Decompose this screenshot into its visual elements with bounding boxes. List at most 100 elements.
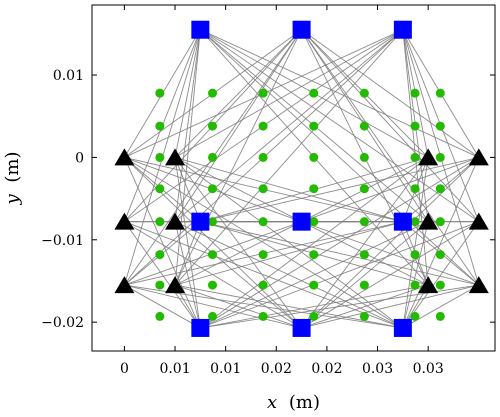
circle-marker — [435, 280, 445, 290]
y-tick-label: −0.01 — [41, 233, 84, 249]
square-marker — [191, 20, 210, 39]
edge-line — [174, 221, 201, 286]
circle-marker — [207, 250, 217, 260]
triangle-marker — [114, 148, 135, 166]
circle-marker — [410, 280, 420, 290]
square-marker-group — [191, 20, 412, 337]
x-tick-label: 0.03 — [413, 361, 444, 377]
circle-marker — [410, 121, 420, 131]
circle-marker — [410, 250, 420, 260]
circle-marker — [309, 250, 319, 260]
circle-marker — [359, 311, 369, 321]
edge-line — [200, 156, 479, 223]
edge-line — [174, 29, 404, 158]
square-marker — [191, 318, 210, 337]
edge-line — [200, 221, 479, 286]
triangle-marker-group — [114, 148, 489, 294]
edge-line — [301, 221, 429, 329]
circle-marker — [155, 311, 165, 321]
circle-marker — [410, 152, 420, 162]
x-tick-label: 0.03 — [362, 361, 393, 377]
circle-marker — [359, 152, 369, 162]
x-axis-label: x (m) — [267, 392, 320, 413]
edge-line — [301, 29, 480, 286]
x-tick-label: 0.01 — [159, 361, 190, 377]
circle-marker — [435, 121, 445, 131]
edge-line — [402, 284, 480, 329]
edge-line — [200, 157, 429, 329]
circle-marker — [258, 88, 268, 98]
circle-marker — [258, 152, 268, 162]
circle-marker — [309, 121, 319, 131]
x-tick-label: 0.02 — [311, 361, 342, 377]
circle-marker — [435, 184, 445, 194]
y-axis-label-var: y — [2, 194, 23, 206]
x-tick-label: 0 — [120, 361, 129, 377]
circle-marker — [207, 152, 217, 162]
edge-line — [174, 157, 201, 222]
circle-marker — [410, 88, 420, 98]
edge-line — [402, 221, 480, 329]
circle-marker — [410, 217, 420, 227]
edge-line — [200, 29, 480, 223]
y-tick-label: 0 — [75, 150, 84, 166]
circle-marker — [359, 280, 369, 290]
edge-line — [301, 29, 480, 222]
square-marker — [393, 212, 412, 231]
edge-line — [124, 221, 404, 329]
circle-marker — [155, 250, 165, 260]
circle-marker — [207, 184, 217, 194]
edge-line — [123, 157, 201, 329]
circle-marker — [207, 88, 217, 98]
circle-marker — [155, 121, 165, 131]
circle-marker — [258, 280, 268, 290]
circle-marker — [258, 311, 268, 321]
circle-marker — [435, 250, 445, 260]
circle-marker — [359, 88, 369, 98]
circle-marker — [258, 217, 268, 227]
circle-marker — [359, 121, 369, 131]
circle-marker — [155, 280, 165, 290]
edge-line — [301, 29, 480, 158]
edge-line — [174, 29, 404, 286]
edge-line — [174, 157, 201, 328]
square-marker — [393, 20, 412, 39]
triangle-marker — [468, 276, 489, 294]
edge-line — [174, 29, 303, 286]
triangle-marker — [468, 148, 489, 166]
circle-marker — [359, 184, 369, 194]
edge-line — [174, 29, 201, 222]
square-marker — [292, 20, 311, 39]
plot-frame — [91, 4, 496, 352]
edge-line — [174, 221, 302, 329]
circle-marker — [309, 217, 319, 227]
y-tick-label: 0.01 — [53, 68, 84, 84]
triangle-marker — [165, 212, 186, 230]
circle-marker — [155, 184, 165, 194]
edge-line — [200, 157, 480, 329]
edge-line — [200, 284, 429, 329]
circle-marker — [359, 250, 369, 260]
circle-marker — [309, 88, 319, 98]
edge-line — [124, 284, 302, 329]
edge-line — [174, 157, 302, 223]
circle-marker — [155, 88, 165, 98]
x-tick-label: 0.02 — [261, 361, 292, 377]
tick-group: 0 0.01 0.01 0.02 0.02 0.03 0.03 0.01 0 −0.01 −0.02 — [41, 5, 495, 377]
x-tick-label: 0.01 — [210, 361, 241, 377]
triangle-marker — [418, 212, 439, 230]
circle-marker — [207, 121, 217, 131]
edge-line — [402, 157, 429, 328]
circle-marker-group — [155, 88, 445, 321]
edge-line — [174, 29, 201, 286]
y-axis-label-unit: (m) — [2, 151, 23, 182]
edge-line — [174, 29, 201, 158]
edge-line — [200, 29, 479, 158]
square-marker — [292, 212, 311, 231]
triangle-marker — [114, 276, 135, 294]
circle-marker — [207, 217, 217, 227]
circle-marker — [309, 152, 319, 162]
circle-marker — [258, 121, 268, 131]
y-tick-label: −0.02 — [41, 315, 84, 331]
